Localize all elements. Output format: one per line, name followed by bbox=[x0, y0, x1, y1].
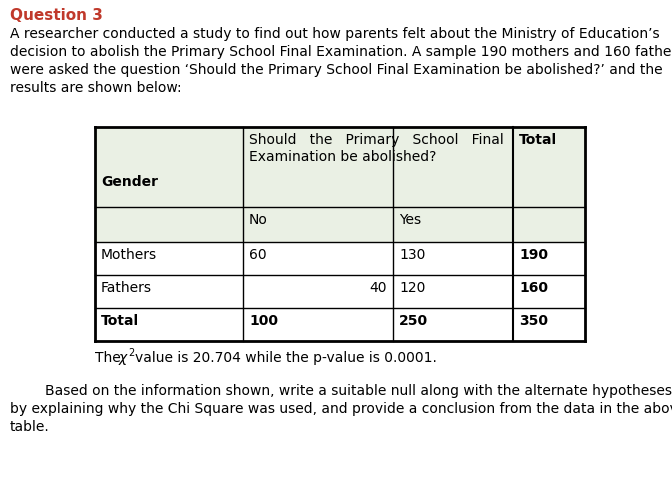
Bar bbox=[513, 149, 585, 242]
Text: 190: 190 bbox=[519, 248, 548, 262]
Text: A researcher conducted a study to find out how parents felt about the Ministry o: A researcher conducted a study to find o… bbox=[10, 27, 660, 41]
Text: The: The bbox=[95, 351, 125, 365]
Text: Total: Total bbox=[101, 314, 139, 328]
Text: 160: 160 bbox=[519, 281, 548, 295]
Text: 100: 100 bbox=[249, 314, 278, 328]
Text: decision to abolish the Primary School Final Examination. A sample 190 mothers a: decision to abolish the Primary School F… bbox=[10, 45, 672, 59]
Text: Yes: Yes bbox=[399, 213, 421, 227]
Text: Based on the information shown, write a suitable null along with the alternate h: Based on the information shown, write a … bbox=[10, 384, 672, 398]
Text: 130: 130 bbox=[399, 248, 425, 262]
Text: Question 3: Question 3 bbox=[10, 8, 103, 23]
Text: results are shown below:: results are shown below: bbox=[10, 81, 181, 95]
Text: were asked the question ‘Should the Primary School Final Examination be abolishe: were asked the question ‘Should the Prim… bbox=[10, 63, 663, 77]
Bar bbox=[513, 127, 585, 149]
Text: value is 20.704 while the p-value is 0.0001.: value is 20.704 while the p-value is 0.0… bbox=[135, 351, 437, 365]
Text: 250: 250 bbox=[399, 314, 428, 328]
Text: 40: 40 bbox=[370, 281, 387, 295]
Text: χ: χ bbox=[119, 351, 127, 365]
Text: Examination be abolished?: Examination be abolished? bbox=[249, 150, 436, 164]
Text: 350: 350 bbox=[519, 314, 548, 328]
Text: 120: 120 bbox=[399, 281, 425, 295]
Text: table.: table. bbox=[10, 420, 50, 434]
Text: Total: Total bbox=[519, 133, 557, 147]
Bar bbox=[95, 127, 513, 242]
Text: No: No bbox=[249, 213, 268, 227]
Text: by explaining why the Chi Square was used, and provide a conclusion from the dat: by explaining why the Chi Square was use… bbox=[10, 402, 672, 416]
Text: Should   the   Primary   School   Final: Should the Primary School Final bbox=[249, 133, 504, 147]
Text: 60: 60 bbox=[249, 248, 267, 262]
Text: Fathers: Fathers bbox=[101, 281, 152, 295]
Text: Gender: Gender bbox=[101, 175, 158, 189]
Text: Mothers: Mothers bbox=[101, 248, 157, 262]
Text: 2: 2 bbox=[128, 348, 134, 358]
